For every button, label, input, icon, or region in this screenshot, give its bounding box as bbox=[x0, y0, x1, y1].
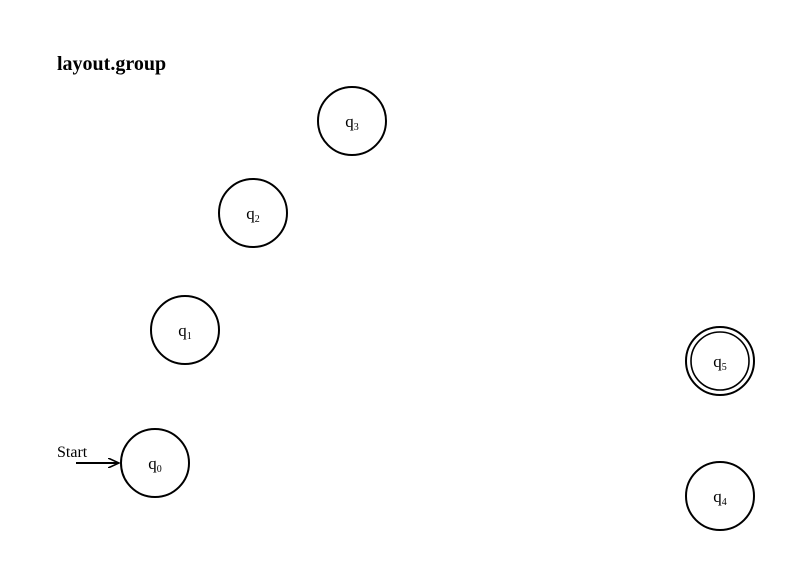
diagram-title: layout.group bbox=[57, 53, 167, 75]
state-q0[interactable]: q0 bbox=[120, 428, 190, 498]
state-label-q1: q1 bbox=[178, 321, 192, 342]
state-label-q2: q2 bbox=[246, 204, 260, 225]
state-q3[interactable]: q3 bbox=[317, 86, 387, 156]
state-label-q3: q3 bbox=[345, 112, 359, 133]
start-arrow: Start bbox=[57, 444, 118, 463]
state-q4[interactable]: q4 bbox=[685, 461, 755, 531]
state-label-q5: q5 bbox=[713, 352, 727, 373]
state-label-q0: q0 bbox=[148, 454, 162, 475]
state-q2[interactable]: q2 bbox=[218, 178, 288, 248]
start-label: Start bbox=[57, 444, 88, 461]
state-label-q4: q4 bbox=[713, 487, 727, 508]
state-q5-accepting[interactable]: q5 bbox=[685, 326, 755, 396]
state-q1[interactable]: q1 bbox=[150, 295, 220, 365]
